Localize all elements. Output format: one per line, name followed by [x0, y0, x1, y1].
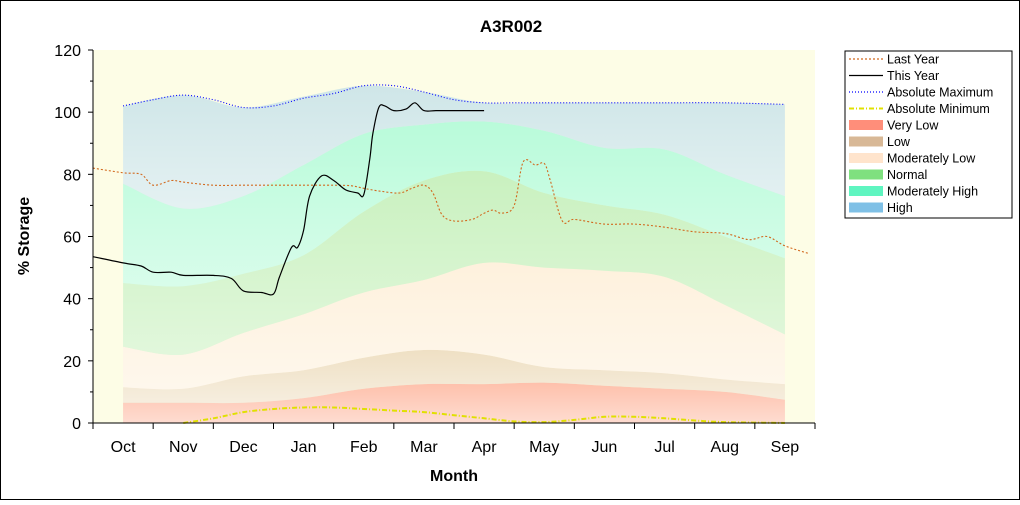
y-tick-label: 40 — [63, 292, 81, 309]
x-tick-label: Jul — [654, 439, 674, 456]
legend-label: Absolute Minimum — [887, 102, 990, 116]
legend-label: Moderately High — [887, 185, 978, 199]
legend-label: This Year — [887, 69, 939, 83]
band-shade-very-low — [123, 382, 785, 423]
band-shade-low — [123, 349, 785, 404]
x-tick-label: Dec — [229, 439, 257, 456]
y-tick-label: 0 — [72, 416, 81, 433]
x-tick-label: Feb — [350, 439, 378, 456]
legend-item-this-year: This Year — [849, 69, 939, 83]
x-tick-label: Nov — [169, 439, 197, 456]
x-tick-label: Jan — [291, 439, 317, 456]
legend-item-absolute-minimum: Absolute Minimum — [849, 102, 990, 116]
y-tick-label: 80 — [63, 167, 81, 184]
y-tick-label: 60 — [63, 230, 81, 247]
x-axis-label: Month — [430, 468, 478, 485]
chart-title: A3R002 — [480, 17, 542, 36]
legend-swatch — [849, 136, 883, 147]
band-shade-moderately-low — [123, 262, 785, 390]
x-tick-label: Sep — [771, 439, 800, 456]
legend-label: High — [887, 201, 913, 215]
x-tick-label: Jun — [592, 439, 618, 456]
legend-item-high: High — [849, 201, 913, 215]
lines-layer — [92, 84, 810, 424]
bands-layer — [123, 85, 785, 423]
legend: Last Year This Year Absolute Maximum Absolu… — [844, 50, 1013, 219]
y-tick-label: 100 — [54, 105, 81, 122]
legend-swatch — [849, 120, 883, 130]
legend-item-normal: Normal — [849, 168, 927, 182]
x-tick-label: May — [529, 439, 559, 456]
legend-label: Moderately Low — [887, 152, 976, 166]
legend-item-absolute-maximum: Absolute Maximum — [849, 86, 993, 100]
legend-swatch — [849, 202, 883, 213]
band-shade-high — [123, 85, 785, 209]
legend-item-low: Low — [849, 135, 911, 149]
legend-label: Absolute Maximum — [887, 86, 993, 100]
legend-item-moderately-low: Moderately Low — [849, 152, 976, 166]
y-axis-label: % Storage — [16, 197, 33, 275]
legend-label: Normal — [887, 168, 927, 182]
legend-swatch — [849, 186, 883, 196]
x-tick-label: Oct — [111, 439, 136, 456]
x-tick-label: Mar — [410, 439, 438, 456]
axes-layer: 0 20 40 60 80 100 120 Oct Nov Dec Jan Feb Mar Apr May J… — [54, 43, 816, 456]
legend-label: Very Low — [887, 119, 939, 133]
legend-label: Last Year — [887, 53, 939, 67]
series-absolute-minimum — [183, 406, 785, 424]
legend-swatch — [849, 169, 883, 180]
legend-label: Low — [887, 135, 911, 149]
y-tick-label: 120 — [54, 43, 81, 60]
series-this-year — [92, 102, 485, 296]
legend-item-last-year: Last Year — [849, 53, 939, 67]
series-last-year — [92, 158, 810, 255]
band-shade-normal — [123, 170, 785, 355]
legend-item-moderately-high: Moderately High — [849, 185, 978, 199]
legend-swatch — [849, 153, 883, 163]
x-tick-label: Apr — [472, 439, 498, 456]
band-shade-moderately-high — [123, 121, 785, 287]
y-tick-label: 20 — [63, 354, 81, 371]
legend-item-very-low: Very Low — [849, 119, 939, 133]
x-tick-label: Aug — [711, 439, 739, 456]
